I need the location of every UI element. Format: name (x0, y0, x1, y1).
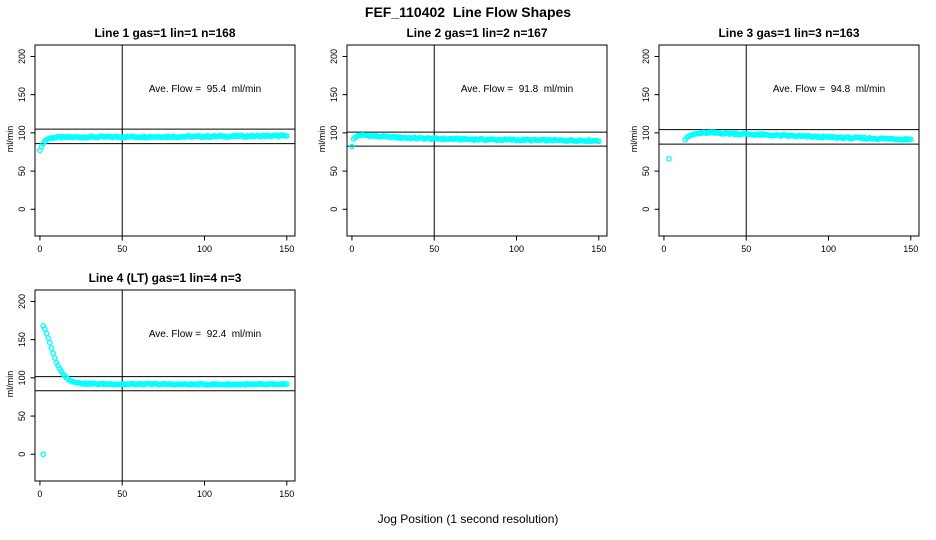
x-axis-title: Jog Position (1 second resolution) (377, 512, 559, 526)
x-tick-label: 150 (591, 244, 606, 254)
y-tick-label: 0 (329, 207, 339, 212)
y-tick-label: 150 (329, 87, 339, 102)
plot-area-line-4: 0 50 100 150 0 50 100 150 200 (17, 289, 296, 499)
y-tick-label: 150 (17, 332, 27, 347)
y-tick-label: 0 (641, 207, 651, 212)
panel-line-4: 0 50 100 150 0 50 100 150 200 Line 4 (LT) gas=1 … (0, 267, 312, 512)
plot-box (658, 44, 920, 237)
panel-line-2: 0 50 100 150 0 50 100 150 200 Line 2 gas=1 lin=2… (312, 22, 624, 267)
outlier-point (666, 155, 672, 162)
data-point (48, 345, 55, 351)
y-tick-label: 100 (17, 370, 27, 385)
x-tick-label: 0 (37, 489, 42, 499)
y-axis-label: ml/min (5, 125, 15, 153)
panel-title: Line 1 gas=1 lin=1 n=168 (94, 26, 236, 40)
panel-line-3: 0 50 100 150 0 50 100 150 200 Line 3 gas=1 lin=3… (624, 22, 936, 267)
y-tick-label: 150 (17, 87, 27, 102)
outlier-point (349, 143, 355, 150)
y-tick-label: 200 (17, 49, 27, 64)
avg-flow-annotation: Ave. Flow = 91.8 ml/min (460, 84, 574, 95)
x-tick-label: 0 (349, 244, 354, 254)
y-axis-label: ml/min (317, 125, 327, 153)
x-tick-label: 50 (741, 244, 751, 254)
data-point (50, 350, 56, 357)
data-point (46, 339, 53, 346)
x-tick-label: 150 (279, 244, 294, 254)
panel-line-1: 0 50 100 150 0 50 100 150 200 Line 1 gas=1 lin=1… (0, 22, 312, 267)
panel-title: Line 2 gas=1 lin=2 n=167 (406, 26, 548, 40)
x-tick-label: 50 (429, 244, 439, 254)
y-tick-label: 0 (17, 452, 27, 457)
plot-box (34, 44, 296, 237)
avg-flow-annotation: Ave. Flow = 92.4 ml/min (148, 329, 262, 340)
data-point (595, 138, 602, 145)
y-axis-label: ml/min (5, 370, 15, 398)
y-tick-label: 100 (17, 125, 27, 140)
x-tick-label: 150 (903, 244, 918, 254)
outlier-point (40, 451, 47, 458)
y-tick-label: 100 (329, 125, 339, 140)
y-tick-label: 150 (641, 87, 651, 102)
x-tick-label: 0 (37, 244, 42, 254)
main-title: FEF_110402 Line Flow Shapes (364, 4, 572, 20)
data-point (283, 381, 290, 387)
y-tick-label: 200 (641, 49, 651, 64)
y-tick-label: 50 (329, 166, 339, 176)
x-tick-label: 100 (821, 244, 836, 254)
panel-title: Line 3 gas=1 lin=3 n=163 (718, 26, 860, 40)
data-point (43, 330, 50, 337)
plot-box (34, 289, 296, 482)
x-tick-label: 100 (197, 244, 212, 254)
plot-area-line-1: 0 50 100 150 0 50 100 150 200 (17, 44, 296, 254)
y-tick-label: 50 (641, 166, 651, 176)
y-axis-label: ml/min (629, 125, 639, 153)
x-tick-label: 0 (661, 244, 666, 254)
avg-flow-annotation: Ave. Flow = 94.8 ml/min (772, 84, 886, 95)
x-tick-label: 50 (117, 489, 127, 499)
x-tick-label: 50 (117, 244, 127, 254)
data-point (51, 355, 58, 361)
x-tick-label: 100 (197, 489, 212, 499)
y-tick-label: 50 (17, 411, 27, 421)
x-tick-label: 150 (279, 489, 294, 499)
panel-title: Line 4 (LT) gas=1 lin=4 n=3 (88, 271, 242, 285)
plot-area-line-3: 0 50 100 150 0 50 100 150 200 (641, 44, 920, 254)
x-tick-label: 100 (509, 244, 524, 254)
y-tick-label: 100 (641, 125, 651, 140)
y-tick-label: 200 (329, 49, 339, 64)
plot-box (346, 44, 608, 237)
data-point (283, 133, 290, 139)
y-tick-label: 0 (17, 207, 27, 212)
outlier-point (37, 147, 43, 154)
y-tick-label: 50 (17, 166, 27, 176)
avg-flow-annotation: Ave. Flow = 95.4 ml/min (148, 84, 262, 95)
y-tick-label: 200 (17, 294, 27, 309)
data-point (45, 335, 52, 341)
data-point (907, 136, 914, 143)
plot-area-line-2: 0 50 100 150 0 50 100 150 200 (329, 44, 608, 254)
